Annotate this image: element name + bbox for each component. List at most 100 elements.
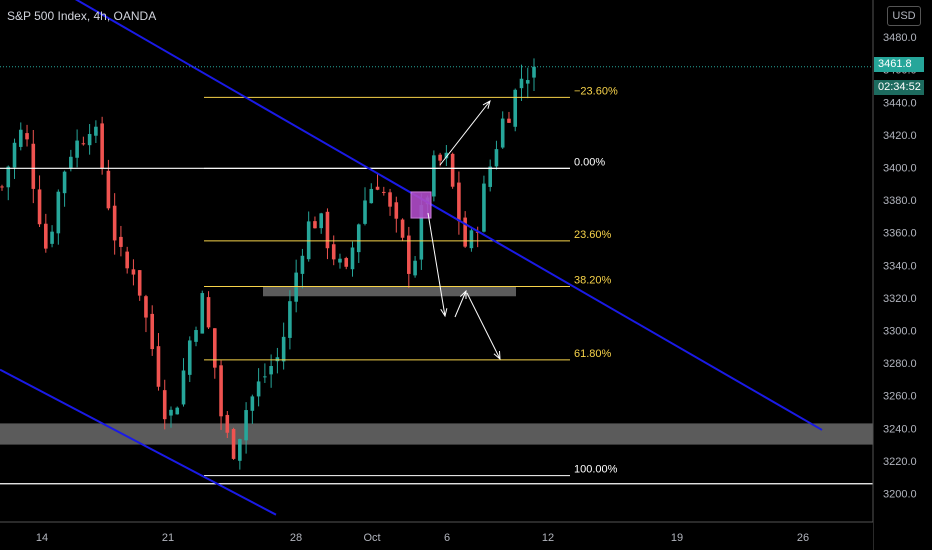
candle-body (194, 330, 198, 342)
candle-body (125, 251, 129, 269)
fib-level-label: −23.60% (574, 85, 618, 97)
candle-body (18, 129, 23, 147)
fib-level-label: 61.80% (574, 348, 612, 360)
y-tick-label: 3240.0 (883, 423, 917, 435)
y-tick-label: 3260.0 (883, 391, 917, 403)
candle-body (275, 357, 280, 362)
candle-body (363, 200, 367, 224)
candle-body (50, 231, 54, 244)
candle-body (106, 170, 111, 209)
candle-body (187, 340, 192, 375)
fib-level-label: 38.20% (574, 274, 612, 286)
x-tick-label: 21 (162, 532, 174, 544)
currency-selector[interactable]: USD (887, 6, 921, 26)
candle-body (319, 213, 323, 229)
candle-body (169, 409, 173, 416)
channel-lower-line (0, 368, 277, 516)
candle-body (444, 152, 449, 159)
time-axis (0, 522, 873, 550)
y-tick-label: 3300.0 (883, 326, 917, 338)
candle-body (219, 365, 223, 417)
candle-body (62, 171, 67, 194)
candle-body (513, 89, 518, 127)
candle-body (112, 205, 117, 241)
candle-body (394, 202, 399, 219)
candle-body (56, 191, 61, 234)
projection-arrow-up (439, 100, 491, 166)
candle-body (419, 205, 424, 260)
candle-body (25, 133, 29, 140)
x-tick-label: 28 (290, 532, 302, 544)
x-tick-label: 12 (542, 532, 554, 544)
y-tick-label: 3440.0 (883, 97, 917, 109)
projection-arrow-down-head (440, 308, 448, 318)
candle-body (131, 269, 136, 275)
candle-body (463, 217, 467, 247)
candle-body (256, 381, 261, 397)
candle-body (250, 396, 255, 411)
candle-body (494, 149, 499, 167)
candle-body (413, 260, 417, 276)
candle-body (532, 66, 536, 78)
candle-body (356, 224, 361, 253)
candle-body (381, 191, 386, 193)
y-tick-label: 3380.0 (883, 195, 917, 207)
candle-body (119, 236, 123, 247)
candle-body (313, 221, 317, 229)
candle-body (450, 153, 455, 187)
candle-body (519, 78, 524, 89)
candle-body (206, 297, 211, 328)
candle-body (306, 221, 311, 260)
candle-body (369, 188, 374, 204)
y-tick-label: 3320.0 (883, 293, 917, 305)
candle-body (469, 230, 474, 249)
candle-body (238, 439, 242, 461)
projection-arrow-up-head (482, 99, 491, 109)
candle-body (344, 258, 349, 267)
y-tick-label: 3480.0 (883, 32, 917, 44)
support-zone (0, 423, 873, 445)
candle-body (44, 223, 48, 249)
candle-body (407, 235, 411, 274)
chart-title: S&P 500 Index, 4h, OANDA (7, 9, 157, 23)
candle-body (231, 429, 236, 459)
candle-body (375, 186, 380, 190)
y-tick-label: 3400.0 (883, 163, 917, 175)
candle-body (400, 219, 405, 238)
fib-level-label: 100.00% (574, 464, 618, 476)
y-tick-label: 3420.0 (883, 130, 917, 142)
candle-body (507, 118, 511, 123)
candle-body (175, 407, 180, 415)
candle-body (300, 255, 305, 274)
candle-body (137, 270, 142, 296)
candle-body (0, 186, 4, 188)
candle-body (94, 126, 98, 136)
candle-body (482, 183, 486, 232)
candle-body (213, 328, 217, 368)
candle-body (488, 166, 492, 187)
y-tick-label: 3340.0 (883, 260, 917, 272)
x-tick-label: 14 (36, 532, 48, 544)
candle-body (87, 134, 92, 146)
x-tick-label: 26 (797, 532, 809, 544)
x-tick-label: 6 (444, 532, 450, 544)
fib-level-label: 23.60% (574, 229, 612, 241)
candle-body (269, 366, 273, 375)
candle-body (225, 414, 230, 433)
fib-level-label: 0.00% (574, 156, 605, 168)
candle-body (525, 80, 530, 84)
candle-body (181, 370, 186, 405)
candle-body (457, 182, 461, 222)
candle-body (200, 293, 205, 334)
candle-body (500, 118, 505, 148)
candle-body (288, 301, 292, 338)
candle-body (81, 143, 86, 145)
candle-body (144, 296, 148, 318)
y-tick-label: 3360.0 (883, 228, 917, 240)
projection-arrow-bounce (454, 290, 467, 318)
retest-zone (263, 286, 516, 297)
candle-body (100, 123, 104, 169)
candle-body (37, 189, 42, 225)
candle-body (6, 166, 11, 188)
